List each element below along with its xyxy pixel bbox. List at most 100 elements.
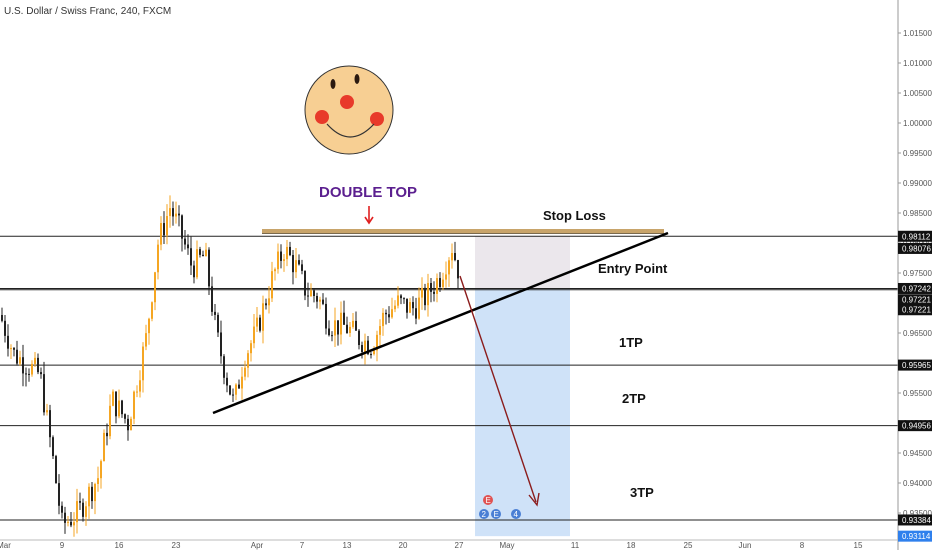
candle-body (31, 363, 33, 375)
candle-body (226, 377, 228, 386)
candle-body (94, 483, 96, 502)
x-tick-label: 20 (399, 541, 408, 550)
candle-body (121, 400, 123, 415)
candle-body (427, 283, 429, 306)
candle-body (55, 456, 57, 484)
price-tag (898, 230, 932, 242)
candle-body (139, 380, 141, 392)
price-tag-label: 0.97221 (902, 296, 931, 305)
candle-body (310, 290, 312, 297)
smiley-eye-left (330, 79, 336, 89)
smiley-eye-right (354, 74, 360, 84)
candle-body (379, 326, 381, 335)
candle-body (1, 315, 3, 321)
candle-body (214, 311, 216, 315)
candle-body (256, 317, 258, 327)
y-axis-background (898, 0, 932, 550)
candle-body (274, 269, 276, 272)
candle-body (10, 348, 12, 350)
candle-body (184, 238, 186, 245)
candle-body (238, 384, 240, 389)
price-tag (898, 530, 932, 542)
smiley-nose (340, 95, 354, 109)
candle-body (292, 255, 294, 273)
x-tick-label: May (499, 541, 514, 550)
candle-body (181, 215, 183, 239)
candle-body (268, 298, 270, 306)
price-tag-label: 0.93114 (902, 532, 931, 541)
y-tick-label: 1.01500 (903, 29, 932, 38)
y-tick-label: 0.99500 (903, 149, 932, 158)
candle-body (247, 353, 249, 368)
tp3-label: 3TP (630, 485, 654, 500)
candle-body (190, 248, 192, 266)
candle-body (130, 418, 132, 431)
candle-body (277, 251, 279, 270)
candle-body (394, 305, 396, 310)
candle-body (178, 213, 180, 216)
tp2-label: 2TP (622, 391, 646, 406)
candle-body (301, 264, 303, 271)
x-tick-label: 18 (627, 541, 636, 550)
y-tick-label: 1.00500 (903, 89, 932, 98)
entry-point-label: Entry Point (598, 261, 668, 276)
candle-body (208, 249, 210, 287)
stop-loss-label: Stop Loss (543, 208, 606, 223)
candle-body (16, 349, 18, 364)
candle-body (169, 208, 171, 217)
candle-body (112, 391, 114, 406)
candle-body (367, 340, 369, 355)
price-tag (898, 242, 932, 254)
x-tick-label: Mar (0, 541, 11, 550)
candle-body (316, 296, 318, 302)
candle-body (319, 299, 321, 302)
candle-body (289, 246, 291, 256)
x-tick-label: 15 (854, 541, 863, 550)
smiley-face-circle (304, 65, 394, 155)
candle-body (382, 312, 384, 327)
candle-body (259, 317, 261, 331)
x-tick-label: 25 (684, 541, 693, 550)
candle-body (232, 394, 234, 396)
candle-body (88, 486, 90, 507)
event-badge-label: 4 (514, 510, 519, 519)
candle-body (337, 320, 339, 335)
candle-body (283, 259, 285, 261)
price-tag-label: 0.97242 (902, 284, 931, 293)
candle-body (415, 308, 417, 319)
smiley-face-icon (304, 65, 394, 155)
candle-body (298, 260, 300, 265)
x-tick-label: 8 (800, 541, 805, 550)
price-tag-label: 0.98076 (902, 244, 931, 253)
candle-body (430, 283, 432, 292)
candle-body (352, 320, 354, 327)
price-tag-label: 0.97221 (902, 306, 931, 315)
candle-body (244, 367, 246, 377)
candle-body (250, 343, 252, 354)
y-tick-label: 0.99000 (903, 179, 932, 188)
risk-zone (475, 236, 570, 289)
candle-body (124, 414, 126, 419)
candle-body (295, 260, 297, 273)
candle-body (346, 324, 348, 333)
chart-title: U.S. Dollar / Swiss Franc, 240, FXCM (4, 6, 171, 17)
candle-body (7, 335, 9, 349)
y-tick-label: 0.97500 (903, 269, 932, 278)
price-tag (898, 359, 932, 371)
y-tick-label: 0.96500 (903, 329, 932, 338)
candle-body (340, 312, 342, 335)
candle-body (133, 391, 135, 419)
candle-body (34, 357, 36, 364)
candle-body (193, 265, 195, 278)
candle-body (37, 357, 39, 373)
candle-body (175, 213, 177, 217)
candle-body (58, 483, 60, 506)
smiley-cheek-right (370, 112, 384, 126)
candle-body (343, 312, 345, 325)
candle-body (187, 244, 189, 249)
candle-body (46, 410, 48, 413)
x-tick-label: 27 (455, 541, 464, 550)
candle-body (49, 410, 51, 438)
x-tick-label: Apr (251, 541, 264, 550)
